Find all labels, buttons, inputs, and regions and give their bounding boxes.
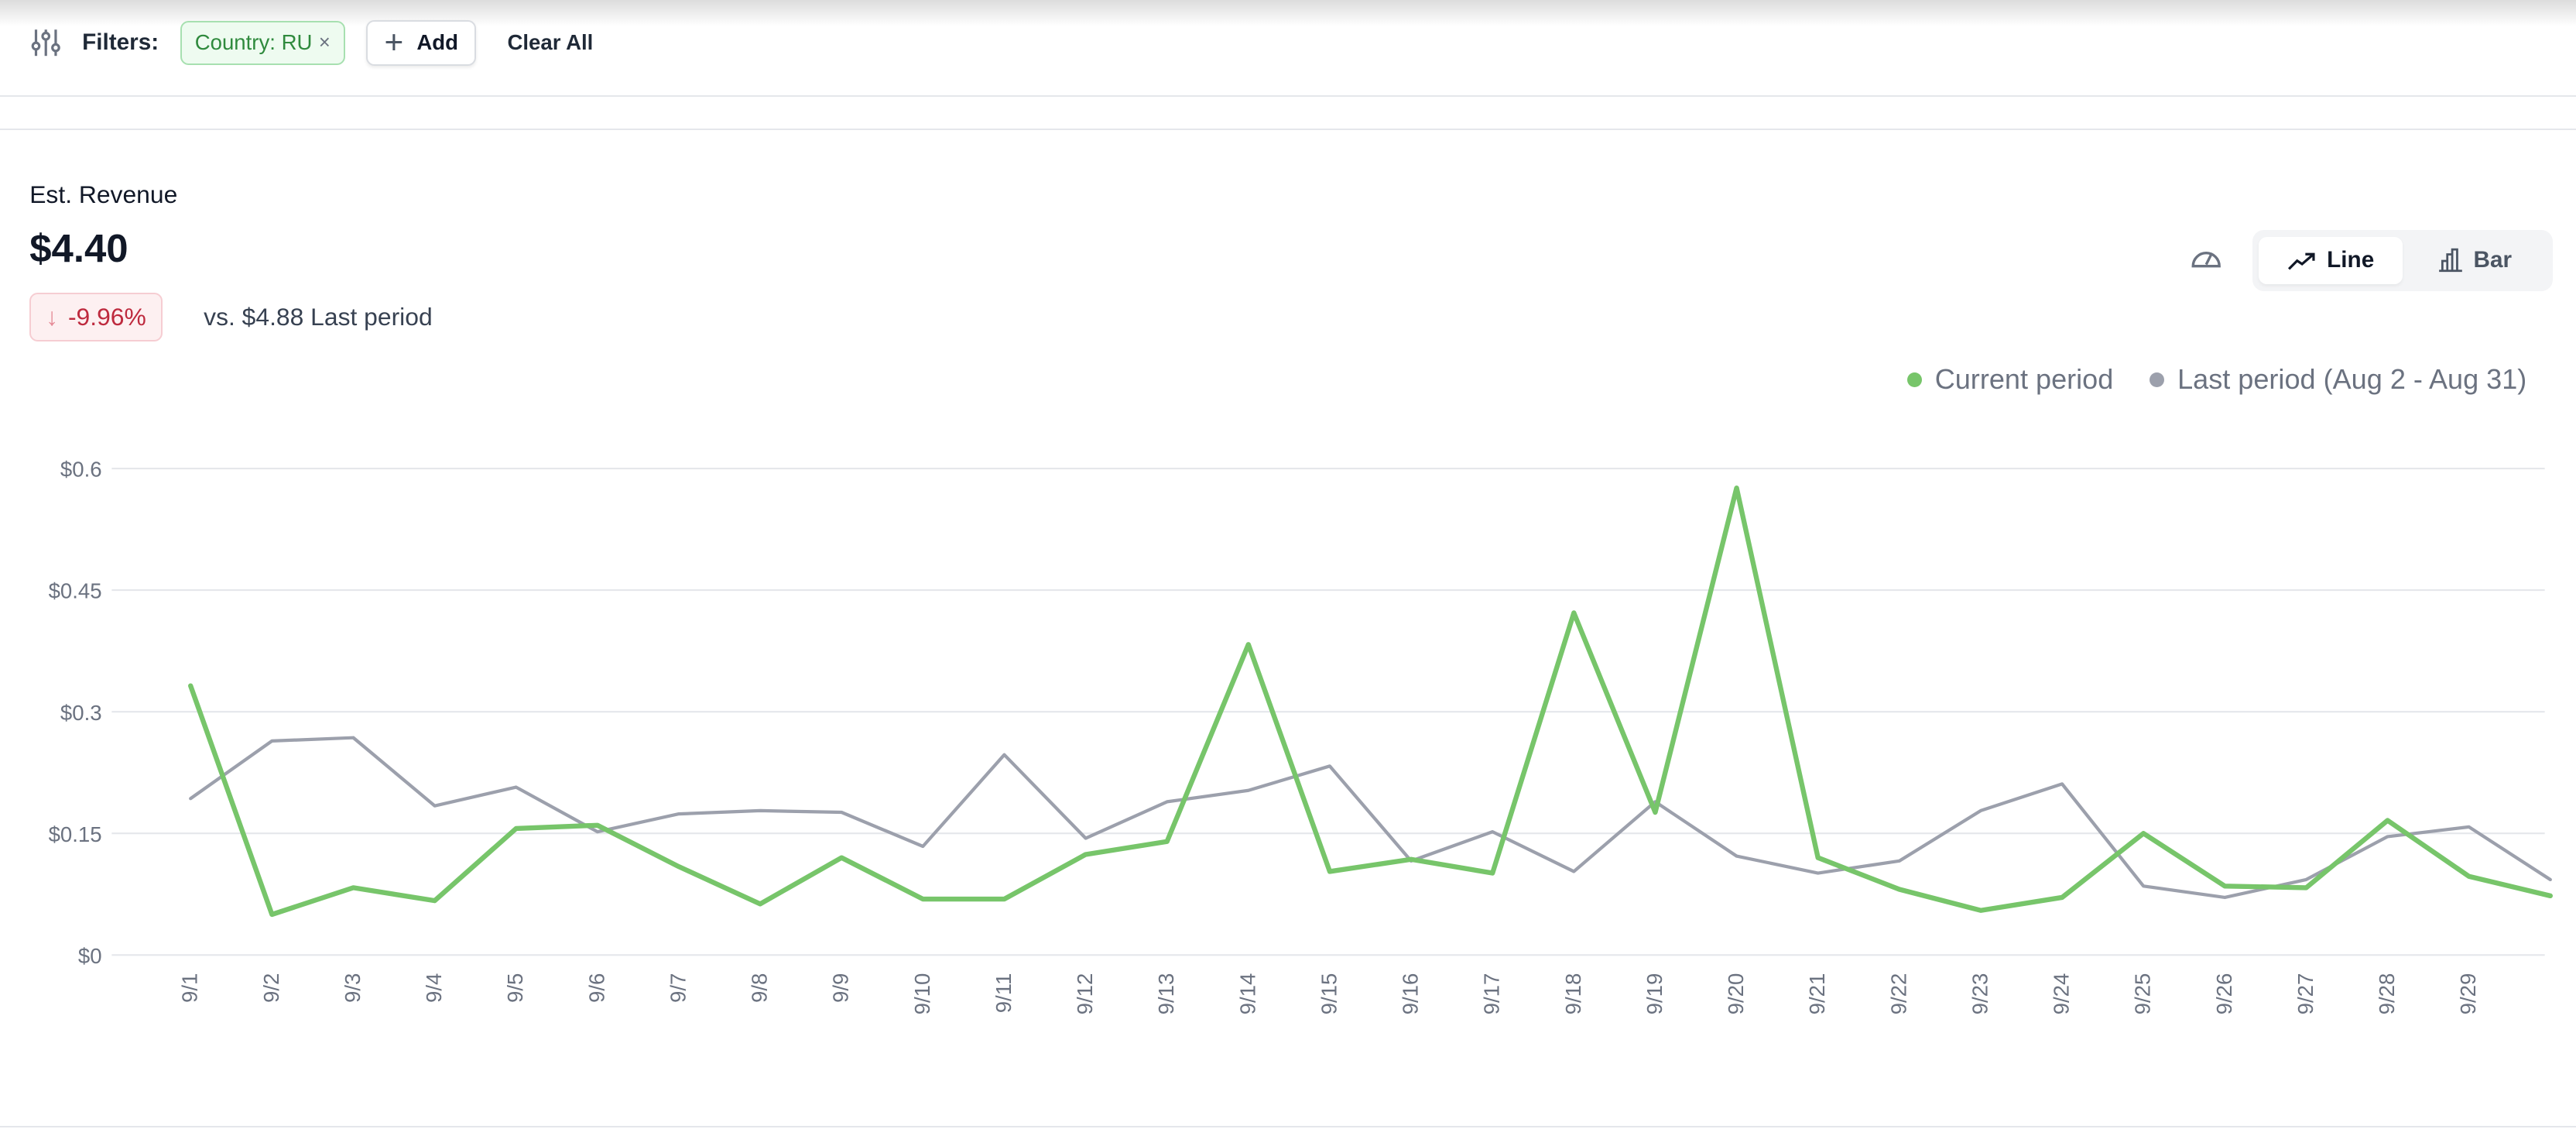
legend-dot-last [2150, 372, 2165, 387]
x-tick-label: 9/14 [1235, 973, 1259, 1014]
legend-label-last: Last period (Aug 2 - Aug 31) [2177, 363, 2527, 396]
metric-value: $4.40 [29, 225, 128, 270]
line-chart: $0 $0.15 $0.3 $0.45 $0.6 9/1 9/2 9/3 9/4 9/5 9/6 9/… [49, 458, 2553, 1014]
divider [0, 95, 2576, 98]
x-tick-label: 9/16 [1399, 973, 1423, 1014]
x-tick-label: 9/28 [2375, 973, 2399, 1014]
y-tick-label: $0.15 [49, 822, 102, 846]
x-tick-label: 9/11 [992, 973, 1016, 1013]
filter-chip-country[interactable]: Country: RU × [180, 20, 345, 65]
trending-up-icon [2288, 252, 2315, 270]
line-chart-button[interactable]: Line [2259, 236, 2403, 285]
series-line-last [189, 736, 2552, 899]
line-label: Line [2327, 247, 2375, 273]
change-badge: ↓ -9.96% [29, 292, 163, 342]
filter-chip-label: Country: RU [194, 30, 313, 55]
x-tick-label: 9/21 [1805, 973, 1829, 1014]
clear-all-button[interactable]: Clear All [507, 30, 594, 55]
close-icon[interactable]: × [318, 31, 331, 53]
x-tick-label: 9/12 [1073, 973, 1097, 1014]
bar-chart-button[interactable]: Bar [2403, 237, 2547, 285]
x-tick-label: 9/5 [503, 973, 527, 1002]
x-tick-label: 9/29 [2456, 973, 2480, 1014]
x-tick-label: 9/18 [1561, 973, 1585, 1014]
x-tick-label: 9/19 [1643, 973, 1667, 1014]
chart-legend: Current period Last period (Aug 2 - Aug … [1906, 363, 2526, 396]
filter-bar: Filters: Country: RU × + Add Clear All [29, 19, 594, 66]
x-tick-label: 9/23 [1968, 973, 1992, 1014]
add-filter-label: Add [416, 30, 458, 55]
metric-title: Est. Revenue [29, 180, 178, 209]
plus-icon: + [384, 24, 404, 61]
x-tick-label: 9/4 [422, 973, 446, 1002]
x-tick-label: 9/3 [341, 973, 365, 1002]
x-tick-label: 9/20 [1724, 973, 1748, 1014]
add-filter-button[interactable]: + Add [366, 19, 477, 66]
x-tick-label: 9/26 [2212, 973, 2236, 1014]
x-tick-label: 9/17 [1480, 973, 1504, 1014]
arrow-down-icon: ↓ [46, 303, 59, 331]
chart-type-toggle: Line Bar [2252, 230, 2554, 291]
x-tick-label: 9/22 [1886, 973, 1910, 1014]
x-tick-label: 9/25 [2131, 973, 2155, 1014]
series-line-current [188, 485, 2553, 917]
change-value: -9.96% [67, 303, 146, 331]
divider [0, 1125, 2576, 1127]
y-tick-label: $0 [78, 944, 102, 968]
x-tick-label: 9/7 [666, 973, 690, 1002]
x-tick-label: 9/10 [910, 973, 934, 1014]
filters-label: Filters: [82, 29, 159, 56]
x-tick-label: 9/1 [178, 973, 202, 1002]
x-tick-label: 9/9 [829, 973, 853, 1002]
bar-chart-icon [2438, 249, 2462, 273]
comparison-text: vs. $4.88 Last period [204, 302, 433, 331]
legend-item-current[interactable]: Current period [1906, 363, 2114, 396]
y-tick-label: $0.6 [60, 458, 102, 482]
sliders-icon [31, 29, 60, 57]
x-tick-label: 9/6 [584, 973, 608, 1002]
x-tick-label: 9/8 [748, 973, 772, 1002]
x-tick-label: 9/15 [1317, 973, 1341, 1014]
legend-item-last[interactable]: Last period (Aug 2 - Aug 31) [2150, 363, 2526, 396]
x-tick-label: 9/24 [2050, 973, 2074, 1014]
x-tick-label: 9/27 [2293, 973, 2317, 1014]
legend-label-current: Current period [1934, 363, 2114, 396]
legend-dot-current [1906, 372, 1922, 387]
y-tick-label: $0.3 [60, 701, 102, 725]
y-tick-label: $0.45 [49, 579, 102, 603]
gauge-icon[interactable] [2190, 243, 2222, 273]
x-tick-label: 9/2 [259, 973, 283, 1002]
bar-label: Bar [2473, 247, 2513, 273]
divider [0, 128, 2576, 130]
x-tick-label: 9/13 [1154, 973, 1178, 1014]
